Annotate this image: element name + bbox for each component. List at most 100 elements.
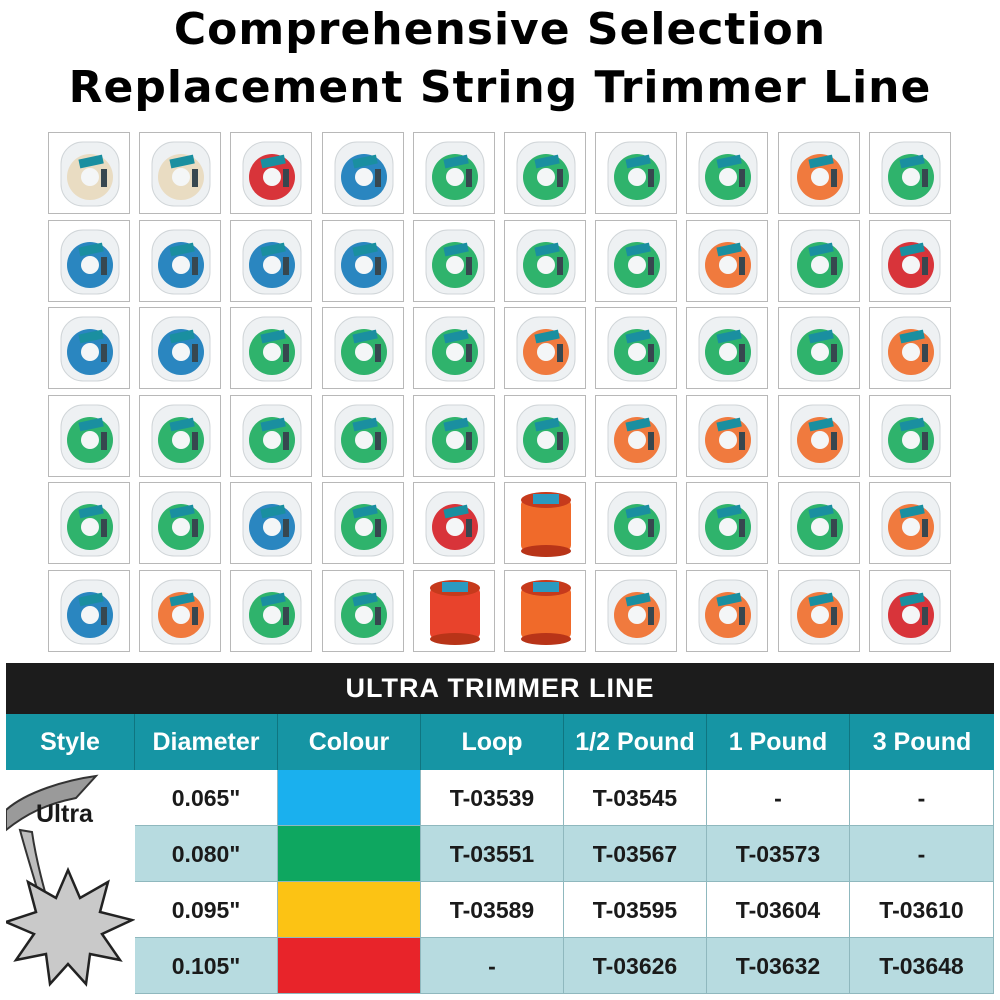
product-tile[interactable] bbox=[412, 219, 495, 302]
product-tile[interactable] bbox=[139, 569, 222, 652]
table-row: 0.065" T-03539 T-03545- - bbox=[6, 770, 994, 826]
product-tile[interactable] bbox=[48, 132, 130, 214]
product-tile[interactable] bbox=[777, 482, 860, 564]
cell-one: T-03604 bbox=[707, 882, 850, 938]
product-tile[interactable] bbox=[321, 482, 404, 564]
product-tile[interactable] bbox=[412, 394, 495, 477]
trimmer-line-package-icon bbox=[242, 141, 302, 207]
trimmer-line-package-icon bbox=[881, 229, 941, 294]
product-tile[interactable] bbox=[777, 132, 860, 214]
product-tile[interactable] bbox=[321, 132, 404, 214]
product-tile[interactable] bbox=[777, 569, 860, 652]
product-tile[interactable] bbox=[595, 219, 678, 302]
trimmer-line-package-icon bbox=[429, 579, 480, 645]
header-one-pound: 1 Pound bbox=[707, 714, 850, 770]
trimmer-line-package-icon bbox=[242, 579, 302, 644]
cell-half: T-03545 bbox=[564, 770, 707, 826]
trimmer-line-package-icon bbox=[698, 229, 758, 294]
product-tile[interactable] bbox=[686, 569, 769, 652]
table-title: ULTRA TRIMMER LINE bbox=[6, 663, 994, 714]
trimmer-line-package-icon bbox=[790, 229, 850, 294]
cell-three: T-03648 bbox=[850, 938, 994, 994]
product-tile[interactable] bbox=[139, 482, 222, 564]
product-tile[interactable] bbox=[868, 219, 951, 302]
product-tile[interactable] bbox=[595, 569, 678, 652]
product-tile[interactable] bbox=[686, 394, 769, 477]
product-tile[interactable] bbox=[868, 307, 951, 389]
product-tile[interactable] bbox=[595, 482, 678, 564]
product-tile[interactable] bbox=[230, 394, 313, 477]
product-tile[interactable] bbox=[321, 394, 404, 477]
product-tile[interactable] bbox=[230, 132, 313, 214]
product-tile[interactable] bbox=[504, 394, 586, 477]
product-tile[interactable] bbox=[139, 219, 222, 302]
cell-diameter: 0.065" bbox=[135, 770, 278, 826]
trimmer-line-package-icon bbox=[334, 316, 394, 382]
product-tile[interactable] bbox=[777, 219, 860, 302]
product-tile[interactable] bbox=[504, 307, 586, 389]
product-tile[interactable] bbox=[321, 569, 404, 652]
trimmer-line-package-icon bbox=[607, 579, 667, 644]
product-tile[interactable] bbox=[230, 569, 313, 652]
cell-half: T-03595 bbox=[564, 882, 707, 938]
trimmer-line-package-icon bbox=[881, 316, 941, 382]
product-tile[interactable] bbox=[868, 394, 951, 477]
product-tile[interactable] bbox=[868, 569, 951, 652]
trimmer-line-package-icon bbox=[334, 404, 394, 469]
product-tile[interactable] bbox=[139, 132, 222, 214]
product-tile[interactable] bbox=[868, 482, 951, 564]
product-tile[interactable] bbox=[48, 482, 130, 564]
trimmer-line-package-icon bbox=[790, 404, 850, 469]
product-tile[interactable] bbox=[412, 307, 495, 389]
product-tile[interactable] bbox=[139, 307, 222, 389]
product-tile[interactable] bbox=[412, 482, 495, 564]
trimmer-line-package-icon bbox=[60, 141, 120, 207]
product-tile[interactable] bbox=[595, 132, 678, 214]
product-tile[interactable] bbox=[595, 307, 678, 389]
cell-one: T-03573 bbox=[707, 826, 850, 882]
product-table: ULTRA TRIMMER LINE Style Diameter Colour… bbox=[6, 663, 994, 994]
product-tile[interactable] bbox=[777, 394, 860, 477]
product-tile[interactable] bbox=[595, 394, 678, 477]
trimmer-line-package-icon bbox=[334, 229, 394, 294]
product-tile[interactable] bbox=[777, 307, 860, 389]
product-tile[interactable] bbox=[230, 482, 313, 564]
product-tile[interactable] bbox=[412, 569, 495, 652]
product-tile[interactable] bbox=[48, 394, 130, 477]
product-tile[interactable] bbox=[139, 394, 222, 477]
colour-swatch bbox=[278, 826, 421, 882]
style-label-ultra: Ultra bbox=[36, 800, 93, 828]
trimmer-line-package-icon bbox=[151, 141, 211, 207]
product-tile[interactable] bbox=[48, 307, 130, 389]
product-tile[interactable] bbox=[412, 132, 495, 214]
colour-swatch bbox=[278, 938, 421, 994]
table-row: 0.095" T-03589 T-03595 T-03604 T-03610 bbox=[6, 882, 994, 938]
product-tile[interactable] bbox=[686, 482, 769, 564]
product-tile[interactable] bbox=[504, 132, 586, 214]
page-title-line1: Comprehensive Selection bbox=[173, 4, 827, 55]
header-colour: Colour bbox=[278, 714, 421, 770]
product-tile[interactable] bbox=[48, 569, 130, 652]
header-style: Style bbox=[6, 714, 135, 770]
product-tile[interactable] bbox=[48, 219, 130, 302]
product-tile[interactable] bbox=[686, 307, 769, 389]
product-tile[interactable] bbox=[504, 569, 586, 652]
trimmer-line-package-icon bbox=[60, 579, 120, 644]
product-tile[interactable] bbox=[686, 219, 769, 302]
trimmer-line-package-icon bbox=[151, 491, 211, 557]
trimmer-line-package-icon bbox=[607, 141, 667, 207]
trimmer-line-package-icon bbox=[607, 491, 667, 557]
product-tile[interactable] bbox=[230, 219, 313, 302]
trimmer-line-package-icon bbox=[607, 404, 667, 469]
product-tile[interactable] bbox=[868, 132, 951, 214]
product-tile[interactable] bbox=[686, 132, 769, 214]
product-tile[interactable] bbox=[504, 219, 586, 302]
trimmer-line-package-icon bbox=[790, 579, 850, 644]
trimmer-line-package-icon bbox=[425, 316, 485, 382]
product-tile[interactable] bbox=[504, 482, 586, 564]
header-loop: Loop bbox=[421, 714, 564, 770]
product-tile[interactable] bbox=[321, 307, 404, 389]
product-tile[interactable] bbox=[321, 219, 404, 302]
trimmer-line-package-icon bbox=[521, 492, 571, 557]
product-tile[interactable] bbox=[230, 307, 313, 389]
